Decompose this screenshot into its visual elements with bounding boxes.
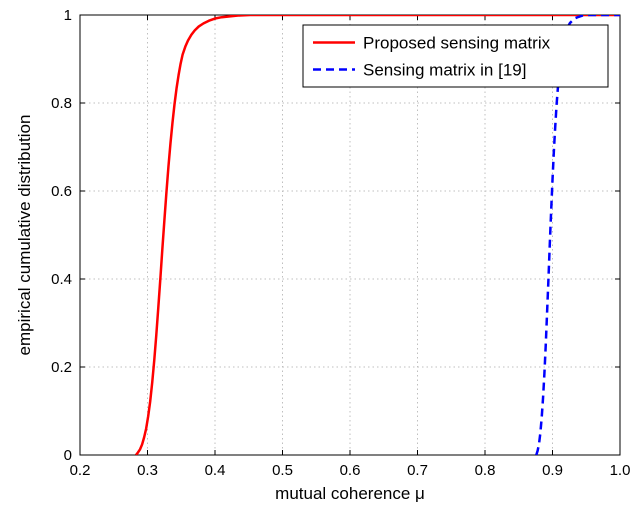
x-axis-label: mutual coherence μ (275, 484, 425, 503)
x-tick-label: 0.3 (137, 462, 158, 479)
x-tick-label: 0.6 (340, 462, 361, 479)
y-tick-label: 0.4 (51, 271, 72, 288)
legend: Proposed sensing matrix Sensing matrix in… (303, 25, 608, 87)
y-tick-label: 0 (64, 447, 72, 464)
x-tick-label: 1.0 (610, 462, 631, 479)
x-tick-label: 0.5 (272, 462, 293, 479)
x-tick-label: 0.7 (407, 462, 428, 479)
y-tick-label: 0.6 (51, 183, 72, 200)
cdf-chart: 0.20.30.40.50.60.70.80.91.000.20.40.60.8… (0, 0, 640, 515)
x-tick-label: 0.9 (542, 462, 563, 479)
y-tick-label: 0.8 (51, 95, 72, 112)
y-tick-label: 1 (64, 7, 72, 24)
legend-label-0: Proposed sensing matrix (363, 34, 551, 53)
x-tick-label: 0.4 (205, 462, 226, 479)
y-axis-label: empirical cumulative distribution (15, 115, 34, 356)
x-tick-label: 0.8 (475, 462, 496, 479)
x-tick-label: 0.2 (70, 462, 91, 479)
legend-label-1: Sensing matrix in [19] (363, 61, 526, 80)
y-tick-label: 0.2 (51, 359, 72, 376)
